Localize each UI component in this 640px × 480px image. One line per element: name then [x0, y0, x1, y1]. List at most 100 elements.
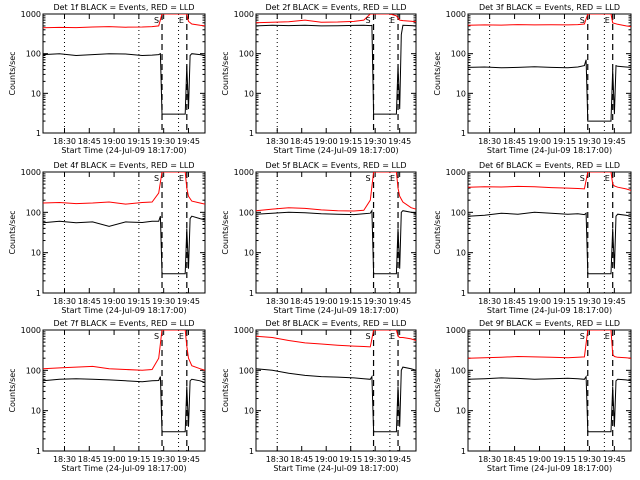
y-axis-label: Counts/sec — [221, 210, 230, 254]
x-tick-label: 18:30 — [53, 297, 76, 306]
series-line-lld — [256, 14, 416, 24]
y-tick-label: 10 — [456, 407, 466, 416]
x-tick-label: 19:00 — [315, 137, 338, 146]
panel-det-5: Det 5f BLACK = Events, RED = LLD 1 10 100 10… — [221, 161, 417, 315]
x-tick-label: 19:15 — [553, 455, 576, 464]
y-tick-label: 1000 — [446, 168, 466, 177]
x-tick-label: 19:00 — [528, 137, 551, 146]
y-tick-label: 10 — [31, 89, 41, 98]
x-axis-label: Start Time (24-Jul-09 18:17:00) — [61, 146, 186, 155]
x-axis-label: Start Time (24-Jul-09 18:17:00) — [487, 464, 612, 473]
marker-label-e: E — [179, 332, 184, 341]
plot-frame — [42, 329, 206, 452]
marker-label-s: S — [580, 332, 585, 341]
y-tick-label: 100 — [26, 366, 41, 375]
y-tick-label: 10 — [244, 89, 254, 98]
panel-det-8: Det 8f BLACK = Events, RED = LLD 1 10 100 10… — [221, 319, 417, 473]
y-tick-label: 1 — [249, 129, 254, 138]
plot-frame — [42, 13, 206, 134]
x-axis-label: Start Time (24-Jul-09 18:17:00) — [273, 146, 398, 155]
panel-title: Det 6f BLACK = Events, RED = LLD — [479, 161, 620, 170]
series-line-events — [43, 52, 205, 115]
plot-frame — [467, 171, 632, 294]
series-line-lld — [43, 172, 205, 205]
x-axis-label: Start Time (24-Jul-09 18:17:00) — [487, 306, 612, 315]
x-tick-label: 18:45 — [78, 137, 101, 146]
x-tick-label: 19:45 — [603, 455, 626, 464]
panel-title: Det 4f BLACK = Events, RED = LLD — [53, 161, 194, 170]
y-tick-label: 1 — [461, 447, 466, 456]
series-line-lld — [256, 172, 416, 212]
panel-title: Det 5f BLACK = Events, RED = LLD — [265, 161, 406, 170]
y-tick-label: 1 — [461, 289, 466, 298]
y-tick-label: 1000 — [446, 10, 466, 19]
x-tick-label: 18:30 — [53, 137, 76, 146]
y-tick-label: 1000 — [21, 10, 41, 19]
series-line-events — [43, 215, 205, 275]
x-tick-label: 18:45 — [290, 137, 313, 146]
x-tick-label: 19:45 — [388, 137, 411, 146]
panel-det-1: Det 1f BLACK = Events, RED = LLD 1 10 100 10… — [8, 3, 206, 155]
y-tick-label: 100 — [451, 208, 466, 217]
x-tick-label: 18:45 — [78, 455, 101, 464]
panel-det-6: Det 6f BLACK = Events, RED = LLD 1 10 100 10… — [433, 161, 632, 315]
x-tick-label: 19:30 — [578, 297, 601, 306]
x-tick-label: 18:45 — [503, 455, 526, 464]
y-tick-label: 1 — [36, 447, 41, 456]
y-tick-label: 1 — [36, 129, 41, 138]
x-tick-label: 19:15 — [127, 137, 150, 146]
marker-label-e: E — [390, 16, 395, 25]
x-tick-label: 19:30 — [364, 455, 387, 464]
x-tick-label: 19:15 — [127, 297, 150, 306]
y-tick-label: 10 — [244, 407, 254, 416]
marker-label-s: S — [154, 332, 159, 341]
marker-label-s: S — [580, 16, 585, 25]
series-line-events — [468, 211, 631, 275]
x-tick-label: 19:15 — [127, 455, 150, 464]
marker-label-s: S — [366, 16, 371, 25]
panel-det-2: Det 2f BLACK = Events, RED = LLD 1 10 100 10… — [221, 3, 417, 155]
x-tick-label: 19:15 — [553, 297, 576, 306]
plot-frame — [255, 13, 417, 134]
panel-title: Det 1f BLACK = Events, RED = LLD — [53, 3, 194, 12]
x-tick-label: 19:30 — [364, 137, 387, 146]
x-tick-label: 18:45 — [290, 455, 313, 464]
x-tick-label: 19:45 — [388, 455, 411, 464]
y-tick-label: 1 — [36, 289, 41, 298]
series-line-events — [468, 374, 631, 433]
x-tick-label: 19:00 — [103, 137, 126, 146]
panel-title: Det 8f BLACK = Events, RED = LLD — [265, 319, 406, 328]
marker-label-s: S — [366, 332, 371, 341]
x-tick-label: 19:30 — [152, 297, 175, 306]
panel-det-9: Det 9f BLACK = Events, RED = LLD 1 10 100 10… — [433, 319, 632, 473]
y-tick-label: 100 — [26, 208, 41, 217]
x-tick-label: 18:30 — [53, 455, 76, 464]
x-tick-label: 19:30 — [578, 137, 601, 146]
x-tick-label: 19:30 — [364, 297, 387, 306]
marker-label-s: S — [366, 174, 371, 183]
marker-label-s: S — [154, 16, 159, 25]
series-line-events — [43, 376, 205, 433]
x-tick-label: 19:45 — [177, 455, 200, 464]
y-tick-label: 100 — [451, 366, 466, 375]
series-line-lld — [43, 14, 205, 29]
x-tick-label: 18:30 — [478, 137, 501, 146]
plot-frame — [255, 171, 417, 294]
x-tick-label: 19:00 — [315, 455, 338, 464]
plot-frame — [42, 171, 206, 294]
panel-det-4: Det 4f BLACK = Events, RED = LLD 1 10 100 10… — [8, 161, 206, 315]
series-line-lld — [468, 14, 631, 28]
y-tick-label: 10 — [31, 407, 41, 416]
x-axis-label: Start Time (24-Jul-09 18:17:00) — [273, 306, 398, 315]
panel-det-7: Det 7f BLACK = Events, RED = LLD 1 10 100 10… — [8, 319, 206, 473]
y-tick-label: 100 — [239, 50, 254, 59]
marker-label-s: S — [580, 174, 585, 183]
x-tick-label: 19:45 — [177, 137, 200, 146]
y-tick-label: 100 — [239, 366, 254, 375]
series-line-lld — [256, 330, 416, 348]
x-axis-label: Start Time (24-Jul-09 18:17:00) — [61, 306, 186, 315]
y-tick-label: 100 — [451, 50, 466, 59]
y-tick-label: 100 — [239, 208, 254, 217]
x-tick-label: 18:45 — [290, 297, 313, 306]
